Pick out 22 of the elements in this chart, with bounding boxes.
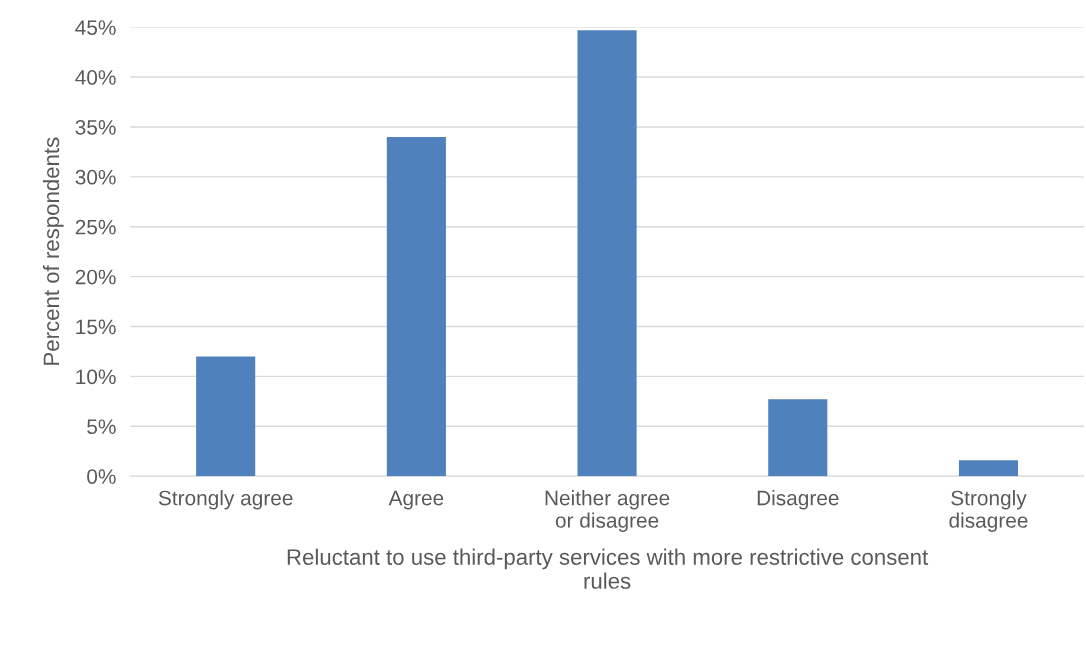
y-tick-label: 20% — [75, 269, 116, 285]
bar — [768, 399, 828, 477]
bar — [386, 136, 446, 477]
x-tick-label: Agree — [388, 490, 444, 510]
bar — [196, 356, 256, 477]
bar — [958, 460, 1019, 477]
x-tick-label: Neither agree or disagree — [545, 490, 670, 532]
x-axis-title: Reluctant to use third-party services with more restrictive consent rules — [287, 548, 929, 589]
bar — [577, 30, 637, 477]
y-axis-title: Percent of respondents — [42, 137, 64, 365]
y-tick-label: 35% — [75, 119, 116, 135]
y-tick-label: 25% — [75, 219, 116, 235]
y-tick-label: 45% — [75, 20, 116, 35]
x-tick-label: Disagree — [757, 490, 839, 510]
y-tick-label: 40% — [75, 70, 116, 85]
y-tick-label: 5% — [87, 419, 116, 435]
y-tick-label: 30% — [75, 169, 116, 185]
x-tick-label: Strongly agree — [158, 490, 293, 510]
y-tick-label: 15% — [76, 319, 116, 335]
x-tick-label: Strongly disagree — [949, 490, 1028, 532]
y-tick-label: 0% — [87, 469, 116, 484]
y-tick-label: 10% — [76, 369, 116, 385]
